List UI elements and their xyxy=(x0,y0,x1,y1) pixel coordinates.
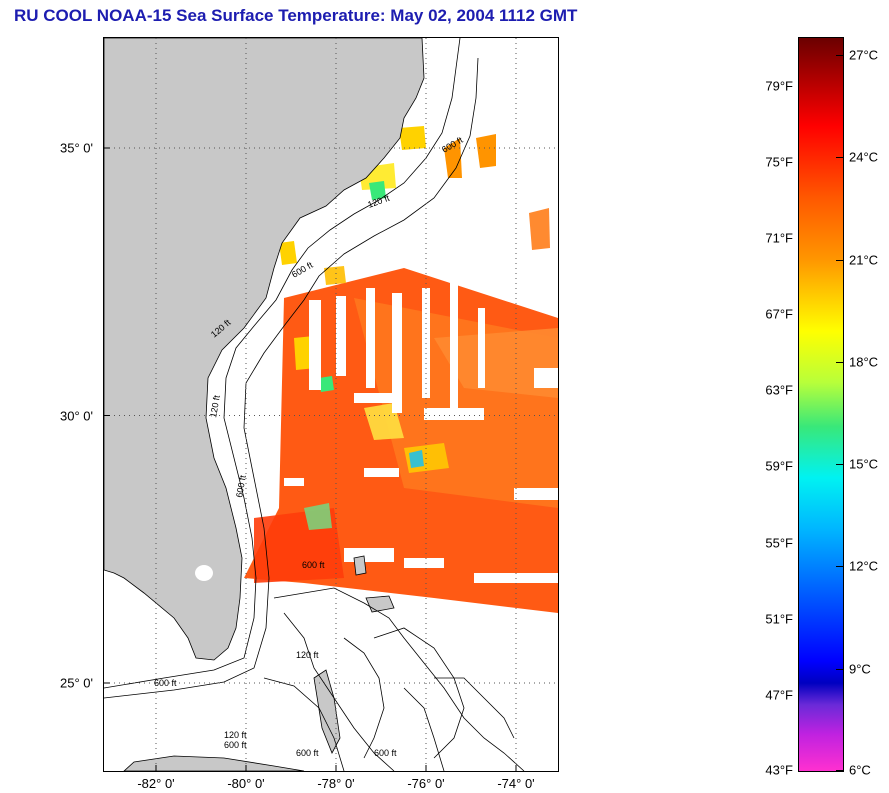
lon-label: -74° 0' xyxy=(497,776,535,791)
lat-gridlines xyxy=(104,147,558,684)
celsius-label: 21°C xyxy=(849,252,879,268)
colorbar-tick xyxy=(836,361,843,363)
lat-label: 30° 0' xyxy=(60,408,93,423)
us-landmass xyxy=(104,38,425,661)
isobath-label: 600 ft xyxy=(154,678,177,688)
lon-label: -78° 0' xyxy=(317,776,355,791)
lon-label: -80° 0' xyxy=(227,776,265,791)
isobath-label: 120 ft xyxy=(366,193,391,210)
fahrenheit-label: 75°F xyxy=(765,154,793,170)
lon-gridlines xyxy=(155,38,517,771)
lat-ticks xyxy=(104,147,110,684)
fahrenheit-label: 67°F xyxy=(765,306,793,322)
colorbar-tick xyxy=(836,157,843,159)
fahrenheit-label: 71°F xyxy=(765,230,793,246)
fahrenheit-label: 51°F xyxy=(765,611,793,627)
isobath-label: 600 ft xyxy=(296,748,319,758)
isobath-label: 600 ft xyxy=(302,560,325,570)
celsius-label: 12°C xyxy=(849,558,879,574)
isobath-label: 120 ft xyxy=(224,730,247,740)
page-title: RU COOL NOAA-15 Sea Surface Temperature:… xyxy=(14,6,578,25)
fahrenheit-label: 43°F xyxy=(765,762,793,778)
cuba-landmass xyxy=(123,755,305,771)
sst-map: 600 ft 120 ft 600 ft 120 ft 120 ft 600 f… xyxy=(103,37,559,772)
isobath-label: 600 ft xyxy=(224,740,247,750)
lon-ticks xyxy=(155,765,517,771)
temperature-colorbar xyxy=(798,37,844,772)
colorbar-tick xyxy=(836,770,843,771)
celsius-label: 6°C xyxy=(849,762,871,778)
fahrenheit-label: 63°F xyxy=(765,382,793,398)
colorbar-tick xyxy=(836,566,843,568)
sst-swath xyxy=(244,126,558,613)
lon-label: -76° 0' xyxy=(407,776,445,791)
isobath-label: 600 ft xyxy=(374,748,397,758)
fahrenheit-label: 55°F xyxy=(765,535,793,551)
fahrenheit-label: 59°F xyxy=(765,458,793,474)
lat-label: 25° 0' xyxy=(60,675,93,691)
fahrenheit-label: 47°F xyxy=(765,687,793,703)
isobath-label: 120 ft xyxy=(208,394,222,418)
colorbar-tick xyxy=(836,464,843,466)
celsius-label: 18°C xyxy=(849,354,879,370)
map-canvas: 600 ft 120 ft 600 ft 120 ft 120 ft 600 f… xyxy=(104,38,558,771)
isobath-label: 600 ft xyxy=(234,474,248,498)
lat-label: 35° 0' xyxy=(60,140,93,156)
isobath-label: 120 ft xyxy=(296,650,319,660)
celsius-label: 15°C xyxy=(849,456,879,472)
celsius-label: 24°C xyxy=(849,149,879,165)
colorbar-tick xyxy=(836,55,843,57)
celsius-label: 27°C xyxy=(849,47,879,63)
celsius-label: 9°C xyxy=(849,661,871,677)
lon-label: -82° 0' xyxy=(137,776,175,791)
fahrenheit-label: 79°F xyxy=(765,78,793,94)
colorbar-tick xyxy=(836,259,843,261)
colorbar-tick xyxy=(836,668,843,670)
lake-okeechobee xyxy=(195,565,213,581)
